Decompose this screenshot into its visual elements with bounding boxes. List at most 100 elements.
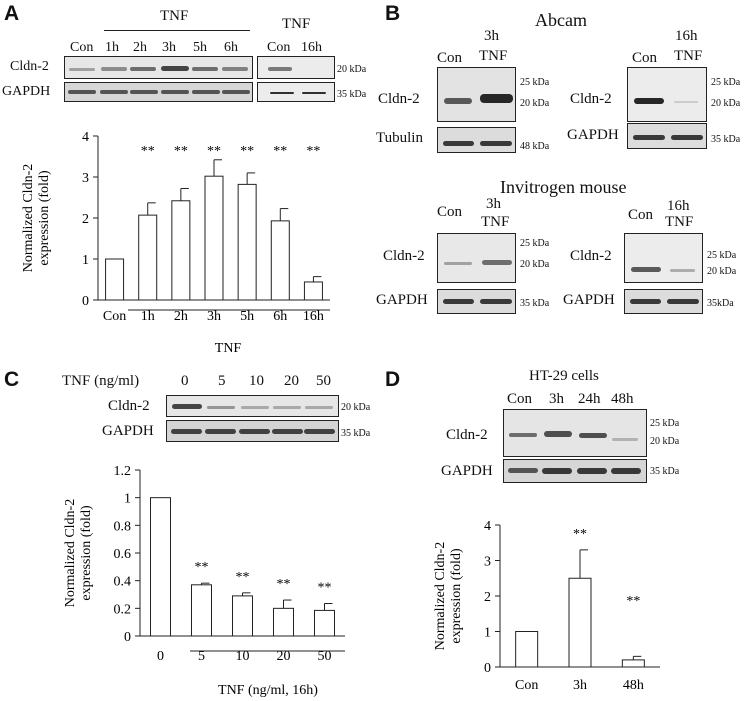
bar (138, 214, 158, 301)
y-tick-label: 0.8 (114, 519, 132, 534)
panel-c-chart: 0 0.2 0.4 0.6 0.8 1 1.2 0 ** 5 ** 10 ** 20 ** 50 Normali… (63, 464, 345, 698)
panel-b-blot-abcam-cldn2-16h (627, 67, 707, 122)
panel-d-marker-35: 35 kDa (650, 466, 680, 477)
significance-marker: ** (573, 527, 587, 542)
panel-b-row-gapdh: GAPDH (563, 292, 615, 308)
y-tick-label: 3 (82, 171, 89, 186)
panel-b-blot-gapdh (624, 289, 703, 314)
panel-b-marker-25: 25 kDa (520, 238, 550, 249)
panel-b-marker-35: 35kDa (707, 298, 734, 309)
panel-c-letter: C (4, 368, 20, 391)
panel-b-row-cldn2: Cldn-2 (383, 248, 425, 264)
x-tick-label: 5 (198, 649, 205, 664)
y-tick-label: 2 (484, 590, 491, 605)
panel-a-row-label-cldn2: Cldn-2 (10, 59, 49, 74)
panel-b-abcam-title: Abcam (535, 10, 587, 30)
y-tick-label: 1.2 (114, 464, 132, 479)
panel-a-tnf-header: TNF (160, 8, 189, 24)
panel-a-blot-gapdh (64, 82, 253, 102)
y-tick-label: 0.4 (114, 575, 132, 590)
panel-d-lane-label: 3h (549, 391, 564, 407)
panel-a-blot-cldn2-16h (257, 56, 335, 79)
panel-b-lane-3h: 3h (484, 28, 499, 44)
y-tick-label: 0 (484, 661, 491, 676)
bar (273, 607, 294, 637)
significance-marker: ** (195, 560, 209, 575)
y-tick-label: 1 (82, 253, 89, 268)
panel-b-lane-tnf: TNF (481, 214, 510, 230)
panel-c-lane-label: 50 (316, 373, 331, 389)
panel-a-lane-label: 1h (105, 40, 119, 55)
panel-b-marker-25: 25 kDa (707, 250, 737, 261)
panel-b-blot-invitrogen-cldn2-16h (624, 233, 703, 283)
significance-marker: ** (207, 144, 221, 159)
panel-a-lane-label: Con (70, 40, 94, 55)
bar (314, 609, 335, 637)
y-axis-title: expression (fold) (37, 170, 52, 266)
panel-a-chart: 0 1 2 3 4 Con ** 1h ** 2h ** 3h ** 5h ** 6h ** 16h Normali… (21, 130, 330, 356)
panel-b-blot-gapdh (627, 123, 707, 149)
panel-b-blot-abcam-cldn2-3h (437, 67, 516, 122)
panel-d-lane-label: 24h (578, 391, 601, 407)
significance-marker: ** (273, 144, 287, 159)
x-axis-title: TNF (215, 341, 242, 356)
panel-b-lane-16h: 16h (675, 28, 698, 44)
bar (171, 200, 191, 301)
panel-d-marker-25: 25 kDa (650, 418, 680, 429)
panel-b-letter: B (385, 2, 401, 25)
panel-a-lane-label: 3h (162, 40, 176, 55)
panel-b-invitrogen-title: Invitrogen mouse (500, 177, 627, 197)
y-tick-label: 3 (484, 555, 491, 570)
panel-a-marker-20: 20 kDa (337, 64, 367, 75)
panel-b-blot-gapdh (437, 289, 516, 314)
bar (150, 497, 171, 637)
y-axis-title: Normalized Cldn-2 (21, 164, 36, 272)
x-tick-label: 16h (303, 309, 324, 324)
x-axis-title: TNF (ng/ml, 16h) (218, 683, 318, 698)
y-axis-title: Normalized Cldn-2 (433, 542, 448, 650)
panel-a-tnf-header-2: TNF (282, 16, 311, 32)
y-tick-label: 4 (82, 130, 89, 145)
panel-b-row-gapdh: GAPDH (567, 127, 619, 143)
x-tick-label: 2h (174, 309, 188, 324)
x-tick-label: 3h (573, 678, 587, 693)
panel-b-row-cldn2: Cldn-2 (570, 248, 612, 264)
significance-marker: ** (318, 580, 332, 595)
panel-a-blot-cldn2 (64, 56, 253, 79)
panel-b-marker-35: 35 kDa (711, 134, 741, 145)
bar (232, 595, 253, 637)
significance-marker: ** (174, 144, 188, 159)
panel-d-chart: 0 1 2 3 4 Con ** 3h ** 48h Normalized Cldn-2 expres… (433, 519, 660, 693)
significance-marker: ** (626, 594, 640, 609)
panel-b-marker-20: 20 kDa (711, 98, 741, 109)
panel-a-tnf-bracket (104, 30, 250, 31)
panel-a-lane-label: 5h (193, 40, 207, 55)
bar (621, 659, 645, 668)
bar (303, 281, 323, 301)
panel-c-lane-label: 5 (218, 373, 226, 389)
x-tick-label: 10 (236, 649, 250, 664)
panel-b-row-tubulin: Tubulin (376, 130, 423, 146)
panel-b-row-cldn2: Cldn-2 (378, 91, 420, 107)
y-tick-label: 4 (484, 519, 491, 534)
panel-b-lane-3h: 3h (486, 196, 501, 212)
significance-marker: ** (141, 144, 155, 159)
panel-c-lane-label: 20 (284, 373, 299, 389)
panel-a-blot-gapdh-16h (257, 82, 335, 102)
bar (568, 577, 592, 668)
panel-b-lane-tnf: TNF (665, 214, 694, 230)
panel-a-letter: A (4, 2, 20, 25)
panel-d-row-gapdh: GAPDH (441, 463, 493, 479)
bar (270, 220, 290, 301)
panel-a-lane-label: 2h (133, 40, 147, 55)
x-tick-label: 50 (318, 649, 332, 664)
x-tick-label: 6h (273, 309, 287, 324)
bar (105, 258, 125, 301)
x-tick-label: 1h (141, 309, 155, 324)
panel-d-lane-label: Con (507, 391, 533, 407)
panel-b-lane-con: Con (628, 207, 654, 223)
panel-a-lane-label: Con (267, 40, 291, 55)
panel-d-blot-cldn2 (503, 409, 647, 457)
panel-c-lane-label: 10 (249, 373, 264, 389)
x-tick-label: 0 (157, 649, 164, 664)
